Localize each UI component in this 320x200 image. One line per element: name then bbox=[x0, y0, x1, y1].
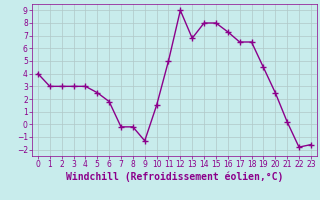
X-axis label: Windchill (Refroidissement éolien,°C): Windchill (Refroidissement éolien,°C) bbox=[66, 172, 283, 182]
